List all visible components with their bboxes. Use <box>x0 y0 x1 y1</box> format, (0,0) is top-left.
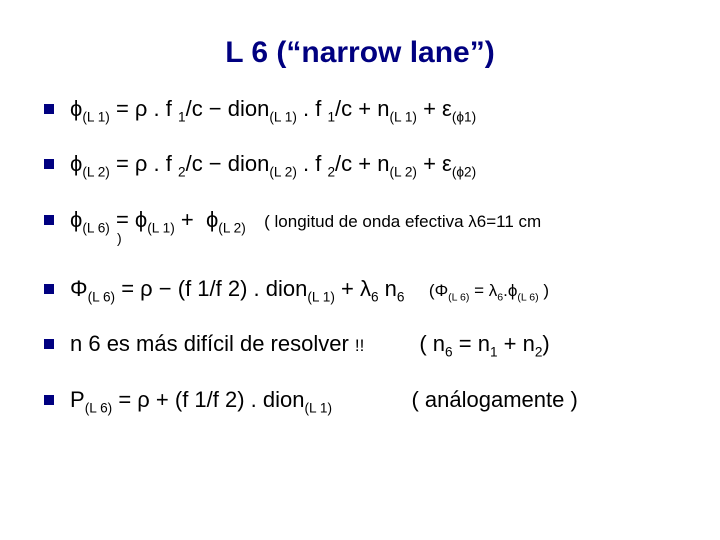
bullet-item: ϕ(L 1) = ρ . f 1/c − dion(L 1) . f 1/c +… <box>44 96 676 121</box>
bullet-item: P(L 6) = ρ + (f 1/f 2) . dion(L 1) ( aná… <box>44 387 676 412</box>
bullet-text: Φ(L 6) = ρ − (f 1/f 2) . dion(L 1) + λ6 … <box>70 276 549 301</box>
bullet-text: ϕ(L 2) = ρ . f 2/c − dion(L 2) . f 2/c +… <box>70 151 476 176</box>
bullet-item: ϕ(L 6) = ϕ(L 1) + ϕ(L 2) ( longitud de o… <box>44 207 676 246</box>
bullet-list: ϕ(L 1) = ρ . f 1/c − dion(L 1) . f 1/c +… <box>44 96 676 412</box>
bullet-text: P(L 6) = ρ + (f 1/f 2) . dion(L 1) ( aná… <box>70 387 578 412</box>
slide: L 6 (“narrow lane”) ϕ(L 1) = ρ . f 1/c −… <box>0 0 720 540</box>
slide-title: L 6 (“narrow lane”) <box>44 36 676 70</box>
bullet-item: Φ(L 6) = ρ − (f 1/f 2) . dion(L 1) + λ6 … <box>44 276 676 301</box>
bullet-text: ϕ(L 6) = ϕ(L 1) + ϕ(L 2) ( longitud de o… <box>70 207 541 232</box>
bullet-text: ϕ(L 1) = ρ . f 1/c − dion(L 1) . f 1/c +… <box>70 96 476 121</box>
bullet-item: ϕ(L 2) = ρ . f 2/c − dion(L 2) . f 2/c +… <box>44 151 676 176</box>
bullet-text: n 6 es más difícil de resolver !! ( n6 =… <box>70 331 550 356</box>
bullet-item: n 6 es más difícil de resolver !! ( n6 =… <box>44 331 676 356</box>
